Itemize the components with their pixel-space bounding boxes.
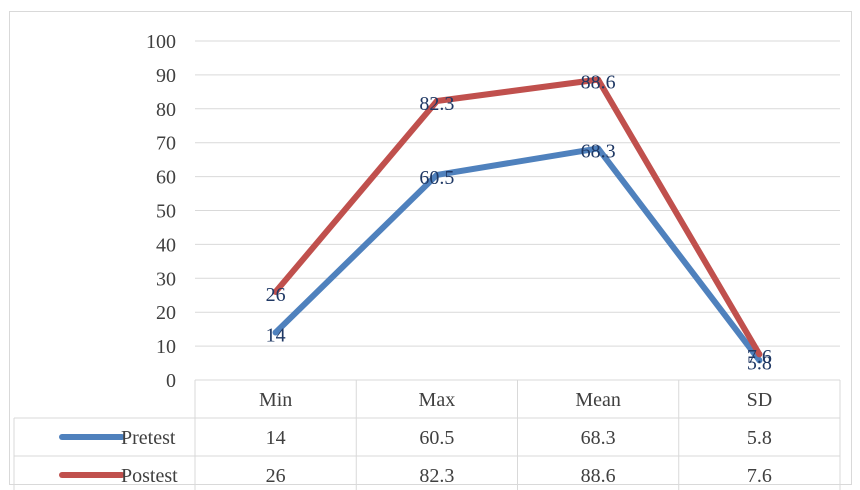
chart-area [9,11,852,485]
y-tick-label: 90 [156,65,176,87]
data-point [756,357,763,364]
data-point [595,76,602,83]
y-tick-label: 70 [156,133,176,155]
data-label: 26 [266,284,286,306]
x-category-label: Mean [575,389,621,411]
data-label: 88.6 [581,72,616,94]
data-point [756,351,763,358]
table-cell: 14 [266,427,286,449]
y-tick-label: 80 [156,99,176,121]
data-label: 7.6 [747,346,772,368]
table-cell: 88.6 [581,465,616,487]
legend-label-postest: Postest [121,465,178,487]
y-tick-label: 100 [146,31,176,53]
table-cell: 82.3 [419,465,454,487]
table-cell: 60.5 [419,427,454,449]
data-point [433,98,440,105]
data-label: 82.3 [419,93,454,115]
y-tick-label: 20 [156,302,176,324]
data-label: 14 [266,325,286,347]
table-cell: 5.8 [747,427,772,449]
table-cell: 7.6 [747,465,772,487]
x-category-label: SD [747,389,773,411]
table-cell: 68.3 [581,427,616,449]
data-point [272,329,279,336]
y-tick-label: 40 [156,234,176,256]
data-label: 5.8 [747,352,772,374]
y-tick-label: 60 [156,167,176,189]
y-tick-label: 10 [156,336,176,358]
y-tick-label: 30 [156,268,176,290]
x-category-label: Max [419,389,456,411]
table-cell: 26 [266,465,286,487]
y-tick-label: 50 [156,201,176,223]
data-point [595,145,602,152]
data-label: 68.3 [581,140,616,162]
legend-label-pretest: Pretest [121,427,176,449]
data-point [272,288,279,295]
y-tick-label: 0 [166,370,176,392]
data-point [433,171,440,178]
series-line-pretest [272,145,763,364]
data-label: 60.5 [419,167,454,189]
series-line-postest [272,76,763,358]
x-category-label: Min [259,389,292,411]
